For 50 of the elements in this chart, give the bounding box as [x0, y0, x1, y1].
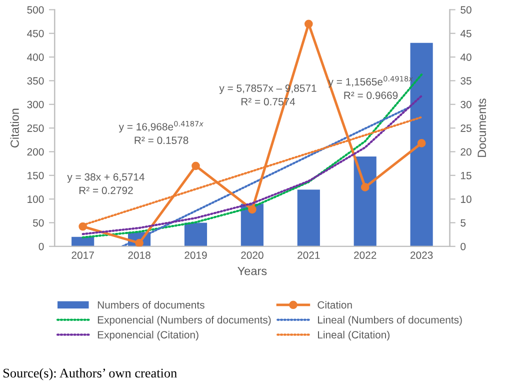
source-note: Source(s): Authors’ own creation	[3, 368, 177, 380]
y-tick-label: 250	[27, 124, 44, 132]
text: y = 16,968e$^{0.4187x}$ R² = 0.1578	[118, 120, 204, 144]
y2-tick-label: 0	[460, 242, 466, 250]
legend-label: Exponencial (Numbers of documents)	[98, 316, 271, 326]
legend-label: Exponencial (Citation)	[98, 330, 198, 341]
point	[304, 20, 313, 28]
y2-tick-label: 30	[460, 100, 472, 108]
bar	[72, 236, 94, 246]
x-tick-label: 2020	[241, 252, 264, 259]
y2-axis-title: Documents	[478, 98, 486, 157]
x-tick-label: 2017	[72, 252, 94, 259]
y-tick-label: 400	[27, 54, 44, 61]
y2-tick-label: 45	[460, 30, 472, 38]
y-tick-label: 0	[38, 242, 44, 250]
y-tick-label: 300	[27, 100, 44, 108]
y-tick-label: 200	[27, 148, 44, 156]
y-tick-label: 100	[28, 196, 44, 203]
y2-tick-label: 40	[460, 54, 472, 61]
y2-tick-label: 50	[460, 6, 472, 14]
point	[192, 162, 200, 170]
y-tick-label: 450	[27, 30, 44, 38]
point	[360, 183, 370, 192]
annotation: y = 38x + 6,5714 R² = 0.2792	[67, 173, 144, 194]
y2-tick-label: 5	[460, 219, 466, 227]
point	[248, 205, 256, 214]
y2-tick-label: 35	[460, 77, 472, 85]
bar	[354, 156, 376, 246]
y-tick-label: 50	[33, 219, 44, 227]
x-axis-title: Years	[238, 266, 267, 276]
point	[417, 139, 426, 148]
x-tick-label: 2021	[298, 252, 320, 259]
legend-label: Lineal (Citation)	[318, 330, 390, 341]
y2-tick-label: 20	[460, 148, 472, 156]
y2-tick-label: 25	[460, 124, 472, 132]
bar	[297, 190, 320, 246]
y-tick-label: 350	[27, 77, 44, 85]
legend-label: Lineal (Numbers of documents)	[318, 316, 462, 326]
legend-label: Numbers of documents	[98, 300, 204, 309]
x-tick-label: 2023	[410, 252, 433, 259]
y2-tick-label: 15	[461, 172, 472, 180]
y-tick-label: 150	[28, 172, 44, 180]
y-axis-title: Citation	[10, 108, 19, 148]
x-tick-label: 2019	[184, 252, 207, 259]
legend-label: Citation	[318, 300, 352, 309]
y-tick-label: 500	[27, 6, 44, 14]
x-tick-label: 2022	[354, 252, 376, 259]
y2-tick-label: 10	[461, 196, 472, 203]
bar	[184, 222, 208, 246]
x-tick-label: 2018	[128, 252, 150, 259]
